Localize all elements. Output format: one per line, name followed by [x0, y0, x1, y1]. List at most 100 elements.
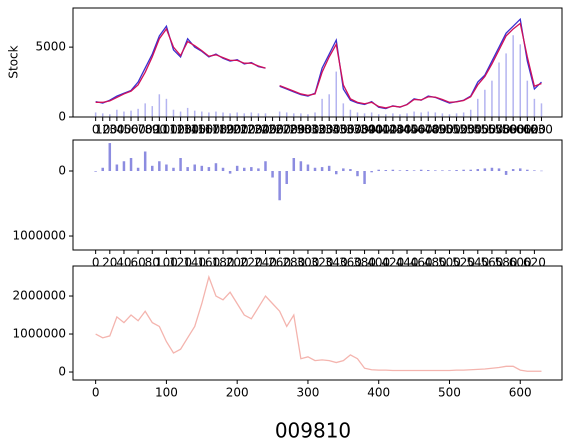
x-tick-label: 270: [275, 123, 298, 137]
bar: [419, 169, 423, 172]
bar: [526, 169, 529, 172]
bar: [293, 113, 295, 117]
bar: [186, 107, 189, 117]
x-tick-label: 60: [130, 256, 145, 270]
bar: [533, 98, 536, 117]
bar: [483, 168, 487, 172]
bar: [405, 170, 409, 172]
bar: [448, 170, 451, 172]
x-tick-label: 30: [109, 123, 124, 137]
bar: [292, 158, 296, 172]
bar: [335, 71, 338, 117]
bar: [186, 167, 189, 172]
bar: [349, 169, 352, 172]
bar: [413, 111, 415, 117]
bar: [243, 167, 246, 172]
x-tick-label: 370: [346, 123, 369, 137]
bar: [342, 168, 345, 172]
x-tick-label: 130: [176, 123, 199, 137]
bar: [462, 112, 465, 117]
bar: [398, 170, 402, 172]
x-tick-label: 0: [92, 123, 100, 137]
x-tick-label: 220: [240, 123, 263, 137]
y-tick-label: 2000000: [13, 289, 66, 303]
bar: [540, 170, 543, 172]
x-tick-label: 600: [509, 123, 532, 137]
bar: [469, 169, 472, 172]
bar: [144, 103, 146, 117]
bar: [391, 169, 395, 172]
x-tick-label: 460: [410, 123, 433, 137]
bar: [349, 109, 352, 117]
bar: [208, 112, 210, 117]
axes-frame: [72, 7, 563, 118]
x-tick-label: 70: [138, 123, 153, 137]
x-tick-label: 140: [183, 123, 206, 137]
bar: [250, 112, 253, 117]
x-tick-label: 400: [367, 123, 390, 137]
bar: [285, 171, 288, 185]
bar: [116, 109, 118, 117]
figure-title: 009810: [275, 419, 351, 443]
bar: [201, 111, 203, 117]
bar: [314, 112, 316, 117]
bar: [441, 170, 444, 172]
bar: [455, 170, 458, 172]
x-tick-label: 560: [480, 123, 503, 137]
x-tick-label: 530: [459, 123, 482, 137]
bar: [448, 114, 451, 117]
bar: [356, 171, 359, 177]
x-tick-label: 620: [523, 123, 546, 137]
x-tick-label: 160: [197, 123, 220, 137]
x-tick-label: 300: [296, 386, 319, 400]
x-tick-label: 120: [169, 123, 192, 137]
x-tick-label: 330: [318, 123, 341, 137]
bar: [497, 168, 501, 172]
bar: [526, 80, 529, 117]
bar: [434, 112, 437, 117]
bar: [427, 170, 430, 172]
x-tick-label: 10: [95, 123, 110, 137]
bar: [94, 112, 97, 117]
x-tick-label: 630: [530, 123, 553, 137]
x-tick-label: 260: [268, 123, 291, 137]
bar: [123, 111, 125, 117]
bar: [264, 161, 267, 172]
x-tick-label: 100: [155, 123, 178, 137]
y-tick-label: 0: [58, 365, 66, 379]
x-tick-label: 200: [226, 386, 249, 400]
x-tick-label: 400: [367, 386, 390, 400]
axes-frame: [72, 139, 563, 251]
x-tick-label: 360: [339, 123, 362, 137]
bar: [193, 110, 196, 117]
bar: [193, 164, 196, 172]
bar: [130, 110, 132, 117]
bar: [363, 113, 366, 117]
bar: [136, 167, 140, 172]
bar: [222, 112, 224, 117]
bar: [108, 143, 112, 172]
bar: [533, 170, 536, 172]
bar: [441, 113, 444, 117]
x-tick-label: 410: [374, 123, 397, 137]
data-line: [95, 274, 542, 372]
bar: [172, 167, 175, 172]
bar: [519, 44, 521, 117]
bar: [101, 167, 104, 172]
bar: [434, 170, 437, 172]
bar: [384, 170, 388, 172]
bar: [462, 169, 465, 172]
x-tick-label: 190: [219, 123, 242, 137]
x-tick-label: 420: [381, 123, 404, 137]
bar: [299, 161, 303, 172]
x-tick-label: 480: [424, 123, 447, 137]
bar: [243, 113, 246, 117]
bar: [377, 169, 380, 172]
x-tick-label: 20: [102, 123, 117, 137]
y-axis-label: Stock: [7, 45, 21, 78]
x-tick-label: 250: [261, 123, 284, 137]
y-tick-label: 0: [58, 110, 66, 124]
bar: [342, 103, 345, 117]
x-tick-label: 520: [452, 123, 475, 137]
bar: [490, 167, 494, 172]
